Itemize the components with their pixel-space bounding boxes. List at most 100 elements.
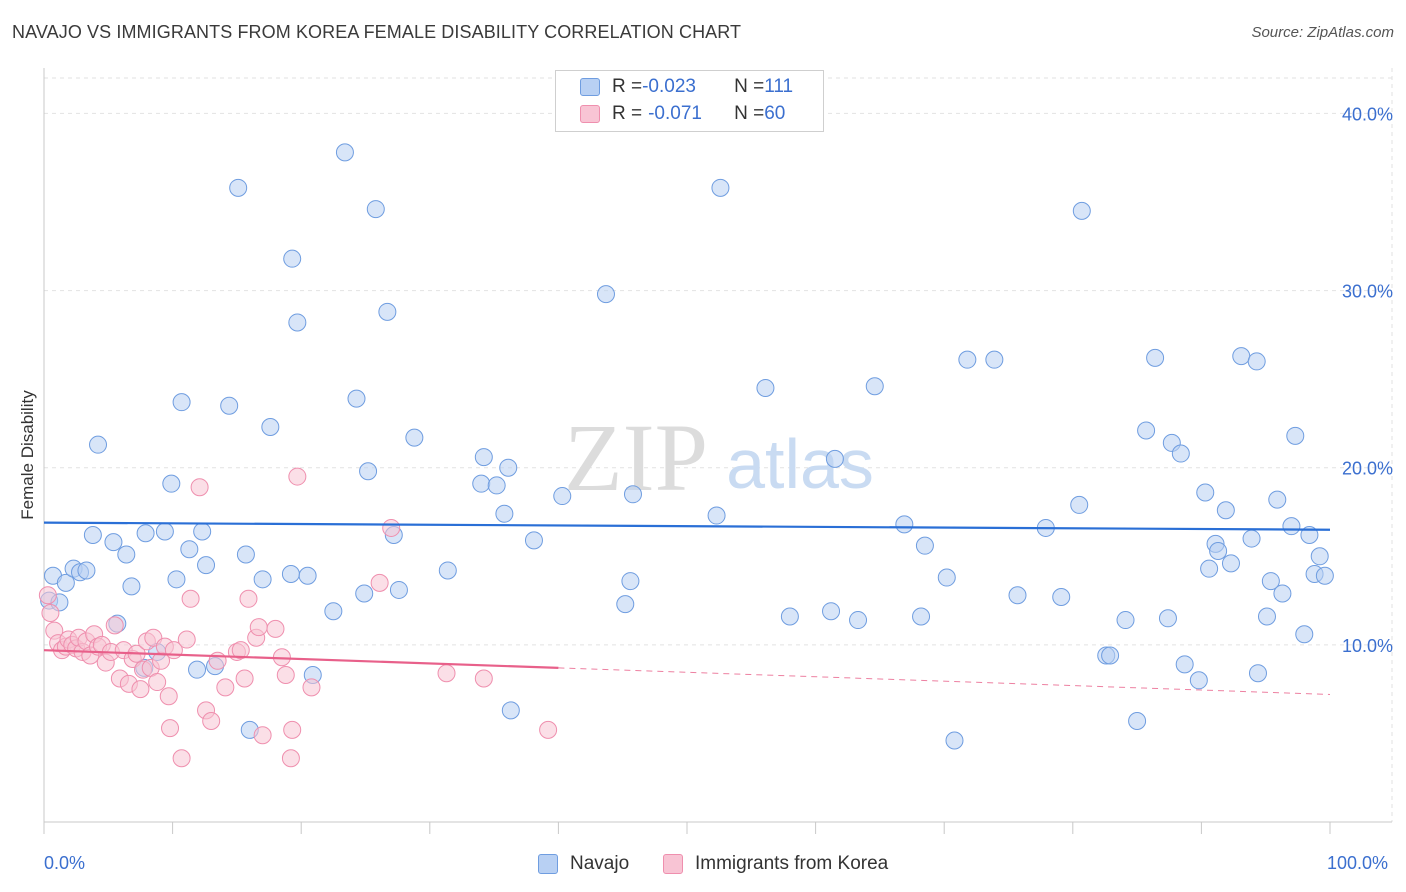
stats-row-navajo: R = -0.023 N = 111 bbox=[580, 75, 793, 99]
navajo-point bbox=[1137, 421, 1156, 440]
navajo-point bbox=[915, 536, 934, 555]
navajo-point bbox=[180, 540, 199, 559]
chart-title: NAVAJO VS IMMIGRANTS FROM KOREA FEMALE D… bbox=[12, 22, 742, 42]
korea-point bbox=[105, 616, 124, 635]
korea-point bbox=[190, 478, 209, 497]
navajo-point bbox=[1282, 517, 1301, 536]
korea-point bbox=[281, 749, 300, 768]
legend-navajo-label: Navajo bbox=[570, 853, 630, 874]
navajo-point bbox=[616, 595, 635, 614]
navajo-point bbox=[472, 474, 491, 493]
korea-r-label: R = bbox=[612, 103, 643, 124]
korea-r-value: -0.071 bbox=[648, 103, 702, 124]
navajo-point bbox=[229, 178, 248, 197]
navajo-point bbox=[355, 584, 374, 603]
korea-point bbox=[148, 673, 167, 692]
navajo-point bbox=[495, 504, 514, 523]
korea-n-value: 60 bbox=[764, 103, 786, 124]
korea-point bbox=[38, 586, 57, 605]
navajo-point bbox=[167, 570, 186, 589]
navajo-point bbox=[77, 561, 96, 580]
navajo-point bbox=[281, 565, 300, 583]
navajo-point bbox=[1128, 712, 1147, 731]
navajo-point bbox=[359, 462, 378, 481]
korea-point bbox=[161, 719, 180, 738]
navajo-point bbox=[1070, 495, 1089, 514]
navajo-point bbox=[499, 458, 518, 477]
korea-point bbox=[382, 518, 401, 537]
navajo-point bbox=[501, 701, 520, 720]
stats-legend: R = -0.023 N = 111 R = -0.071 N = 60 bbox=[555, 70, 824, 132]
navajo-point bbox=[288, 313, 307, 332]
navajo-point bbox=[193, 522, 212, 541]
gridlines bbox=[44, 68, 1393, 822]
watermark: ZIP atlas bbox=[564, 404, 874, 511]
trendlines bbox=[43, 521, 1331, 695]
navajo-n-value: 111 bbox=[764, 76, 794, 97]
korea-point bbox=[131, 680, 150, 699]
korea-point bbox=[474, 669, 493, 688]
navajo-point bbox=[1146, 348, 1165, 367]
korea-point bbox=[235, 669, 254, 688]
navajo-point bbox=[89, 435, 108, 454]
y-tick-label: 40.0% bbox=[1342, 104, 1393, 124]
axes bbox=[43, 68, 1392, 834]
navajo-point bbox=[1008, 586, 1027, 605]
navajo-point bbox=[524, 531, 543, 550]
legend-item-korea: Immigrants from Korea bbox=[663, 852, 888, 876]
navajo-point bbox=[621, 572, 640, 591]
navajo-point bbox=[822, 602, 841, 621]
korea-point bbox=[159, 687, 178, 706]
korea-point bbox=[288, 467, 307, 486]
korea-point bbox=[370, 573, 389, 592]
legend-korea-label: Immigrants from Korea bbox=[695, 853, 889, 874]
navajo-point bbox=[1247, 352, 1266, 371]
navajo-point bbox=[596, 285, 615, 304]
navajo-point bbox=[283, 249, 302, 268]
navajo-point bbox=[162, 474, 181, 493]
navajo-point bbox=[253, 570, 272, 589]
navajo-point bbox=[1200, 559, 1219, 578]
korea-point bbox=[202, 712, 221, 731]
navajo-point bbox=[122, 577, 141, 596]
navajo-point bbox=[298, 566, 317, 585]
navajo-point bbox=[1310, 547, 1329, 566]
navajo-point bbox=[1072, 201, 1091, 220]
chart-source: Source: ZipAtlas.com bbox=[1251, 24, 1394, 41]
navajo-point bbox=[1242, 529, 1261, 548]
navajo-point bbox=[895, 515, 914, 534]
navajo-point bbox=[553, 487, 572, 506]
navajo-point bbox=[937, 568, 956, 587]
y-tick-label: 20.0% bbox=[1342, 459, 1393, 479]
navajo-point bbox=[56, 573, 75, 592]
navajo-point bbox=[1268, 490, 1287, 509]
korea-point bbox=[302, 678, 321, 697]
navajo-point bbox=[83, 526, 102, 545]
navajo-point bbox=[104, 533, 123, 552]
navajo-point bbox=[1295, 625, 1314, 644]
navajo-point bbox=[155, 522, 174, 541]
stats-row-korea: R = -0.071 N = 60 bbox=[580, 102, 785, 126]
korea-point bbox=[266, 619, 285, 638]
korea-point bbox=[276, 665, 295, 684]
korea-point bbox=[239, 589, 258, 608]
navajo-trendline bbox=[43, 521, 1331, 531]
navajo-swatch bbox=[580, 78, 600, 96]
navajo-point bbox=[1315, 566, 1334, 585]
x-tick-min: 0.0% bbox=[44, 853, 86, 873]
navajo-point bbox=[188, 660, 207, 679]
korea-trendline-extension bbox=[558, 667, 1331, 695]
x-tick-max: 100.0% bbox=[1327, 853, 1389, 873]
navajo-point bbox=[1221, 554, 1240, 573]
navajo-point bbox=[197, 556, 216, 575]
legend-item-navajo: Navajo bbox=[538, 852, 629, 876]
korea-point bbox=[172, 749, 191, 768]
navajo-point bbox=[220, 396, 239, 415]
navajo-point bbox=[1300, 526, 1319, 545]
series-navajo-points bbox=[40, 143, 1334, 750]
korea-point bbox=[177, 630, 196, 649]
navajo-point bbox=[1196, 483, 1215, 502]
navajo-point bbox=[1257, 607, 1276, 626]
korea-point bbox=[437, 664, 456, 683]
